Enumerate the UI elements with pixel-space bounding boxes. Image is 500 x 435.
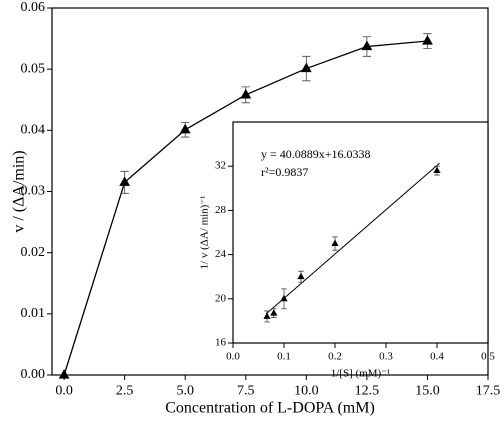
x-tick-label: 15.0: [415, 383, 440, 398]
y-tick-label: 24: [215, 248, 227, 260]
y-tick-label: 0.02: [21, 245, 46, 260]
x-tick-label: 0.0: [226, 350, 240, 362]
marker: [433, 166, 441, 174]
y-tick-label: 0.05: [21, 61, 46, 76]
x-tick-label: 7.5: [237, 383, 255, 398]
x-tick-label: 5.0: [176, 383, 194, 398]
y-tick-label: 0.06: [21, 0, 46, 15]
fit-line: [265, 162, 440, 315]
x-tick-label: 0.2: [328, 350, 342, 362]
y-axis-label: 1/ v (ΔA/ min)⁻¹: [199, 196, 211, 270]
x-tick-label: 0.0: [55, 383, 73, 398]
y-tick-label: 16: [215, 337, 227, 349]
marker: [300, 62, 312, 73]
x-tick-label: 0.1: [277, 350, 291, 362]
x-tick-label: 17.5: [476, 383, 500, 398]
marker: [361, 40, 373, 51]
annotation: y = 40.0889x+16.0338: [261, 147, 371, 161]
x-axis-label: Concentration of L-DOPA (mM): [165, 400, 375, 417]
marker: [263, 312, 271, 319]
y-tick-label: 0.01: [21, 306, 46, 321]
y-tick-label: 32: [215, 160, 226, 172]
y-tick-label: 0.04: [21, 123, 46, 138]
marker: [240, 88, 252, 99]
y-axis-label: v / (ΔA/min): [11, 150, 28, 232]
x-axis-label: 1/[S] (mM)⁻¹: [331, 368, 391, 380]
y-tick-label: 0.03: [21, 184, 46, 199]
x-tick-label: 2.5: [116, 383, 134, 398]
y-tick-label: 0.00: [21, 367, 46, 382]
marker: [331, 239, 339, 246]
x-tick-label: 12.5: [355, 383, 380, 398]
marker: [179, 123, 191, 134]
marker: [270, 309, 278, 316]
y-tick-label: 20: [215, 292, 227, 304]
x-tick-label: 10.0: [294, 383, 319, 398]
x-tick-label: 0.5: [481, 350, 495, 362]
x-tick-label: 0.4: [430, 350, 444, 362]
marker: [58, 369, 70, 379]
annotation: r²=0.9837: [261, 165, 308, 179]
marker: [119, 176, 131, 186]
x-tick-label: 0.3: [379, 350, 393, 362]
marker: [422, 35, 433, 45]
y-tick-label: 28: [215, 204, 227, 216]
marker: [280, 294, 288, 302]
marker: [297, 272, 305, 280]
